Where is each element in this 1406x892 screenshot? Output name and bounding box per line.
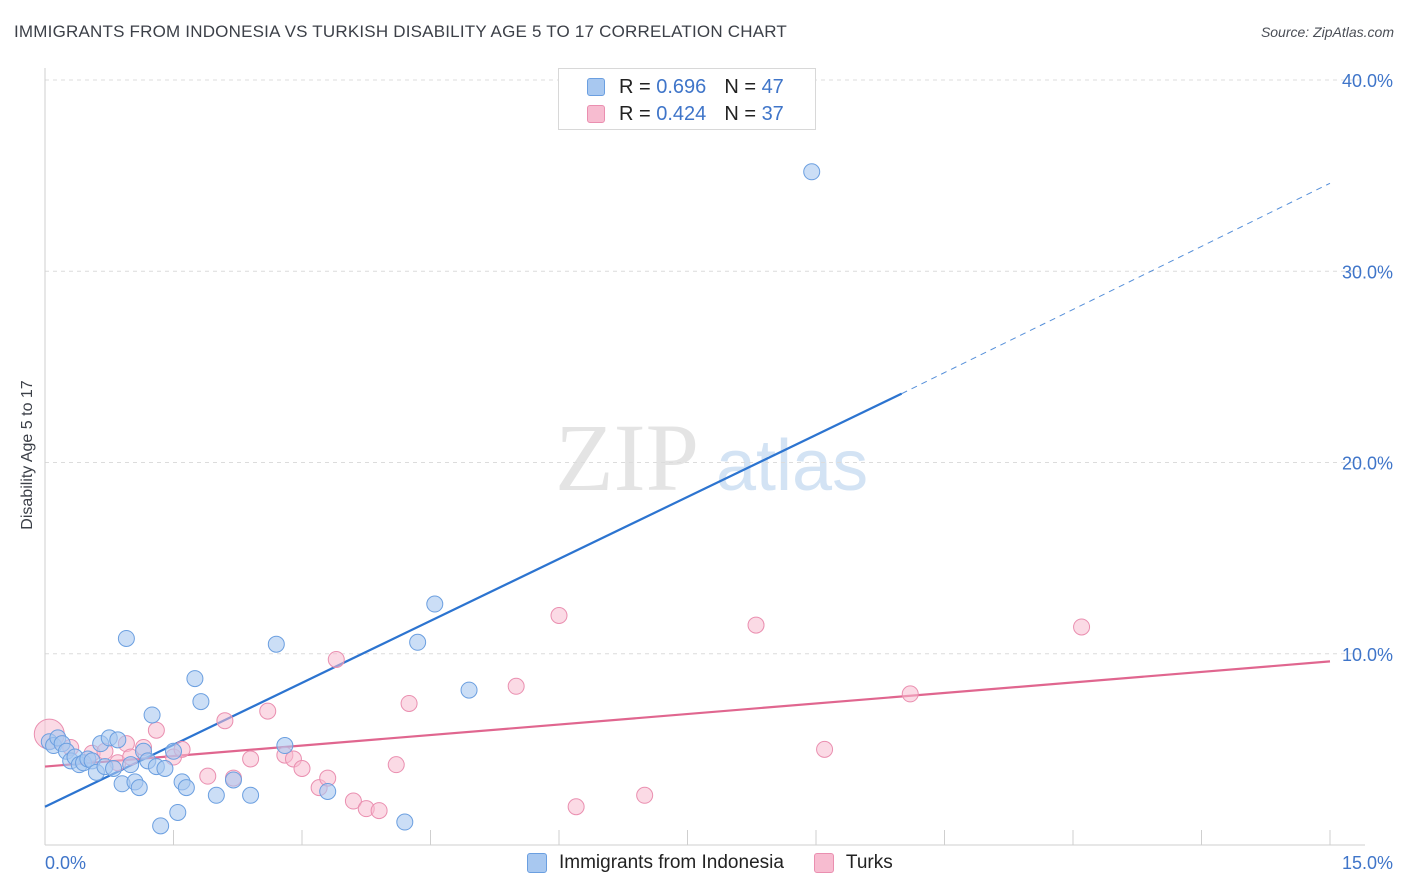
legend-r-label: R = (619, 102, 651, 125)
data-point-indonesia (192, 693, 210, 711)
legend-item-indonesia[interactable]: Immigrants from Indonesia (527, 852, 784, 874)
legend-swatch-turks (813, 853, 834, 873)
correlation-legend: R = 0.696 N = 47 R = 0.424 N = 37 (558, 68, 816, 130)
legend-r-label: R = (619, 75, 651, 98)
data-point-indonesia (396, 813, 414, 831)
data-point-turks (370, 802, 388, 820)
y-tick-label: 40.0% (1342, 71, 1393, 91)
data-point-indonesia (122, 756, 140, 774)
data-point-indonesia (409, 633, 427, 651)
watermark-zip: ZIP (555, 404, 699, 511)
data-point-turks (507, 677, 525, 695)
chart-title: IMMIGRANTS FROM INDONESIA VS TURKISH DIS… (14, 22, 788, 41)
data-point-indonesia (117, 629, 135, 647)
legend-n-value: 37 (761, 102, 784, 125)
trend-line-indonesia (44, 392, 903, 808)
data-point-turks (400, 694, 418, 712)
legend-r-value: 0.696 (656, 75, 707, 98)
data-point-turks (747, 616, 765, 634)
data-point-indonesia (207, 786, 225, 804)
legend-item-turks[interactable]: Turks (813, 852, 893, 874)
data-point-indonesia (169, 803, 187, 821)
y-tick-label: 20.0% (1342, 454, 1393, 474)
data-point-indonesia (319, 782, 337, 800)
data-point-turks (387, 756, 405, 774)
x-tick-label-max: 15.0% (1342, 853, 1393, 873)
legend-label-indonesia: Immigrants from Indonesia (559, 852, 784, 873)
data-point-turks (567, 798, 585, 816)
data-point-turks (1073, 618, 1091, 636)
legend-swatch-indonesia (527, 853, 547, 873)
data-point-indonesia (460, 681, 478, 699)
data-point-turks (344, 792, 362, 810)
data-point-turks (293, 760, 311, 777)
data-point-indonesia (803, 163, 821, 181)
legend-swatch-indonesia (587, 78, 605, 96)
trend-line-indonesia-projection (901, 182, 1331, 395)
trend-line-turks (44, 660, 1331, 768)
legend-label-turks: Turks (845, 852, 893, 873)
y-tick-label: 30.0% (1342, 262, 1393, 282)
legend-n-value: 47 (761, 75, 784, 98)
series-legend: Immigrants from Indonesia Turks (527, 852, 923, 874)
legend-row-indonesia: R = 0.696 N = 47 (587, 75, 784, 99)
data-point-indonesia (224, 771, 242, 789)
data-point-turks (816, 740, 834, 758)
data-point-turks (327, 650, 345, 668)
legend-n-label: N = (724, 75, 756, 98)
data-point-indonesia (109, 731, 127, 749)
data-point-turks (242, 750, 260, 768)
data-point-indonesia (143, 706, 161, 724)
data-point-turks (147, 721, 165, 739)
data-point-turks (550, 607, 568, 624)
axes (44, 68, 1365, 846)
data-point-turks (259, 702, 277, 720)
trend-lines (44, 182, 1331, 808)
data-point-turks (901, 685, 919, 703)
legend-swatch-turks (587, 105, 605, 123)
legend-row-turks: R = 0.424 N = 37 (587, 102, 784, 126)
data-point-indonesia (276, 737, 294, 755)
data-point-indonesia (130, 779, 148, 797)
data-point-indonesia (165, 742, 182, 760)
watermark: ZIP atlas (555, 404, 868, 511)
data-point-indonesia (152, 817, 170, 835)
y-tick-label: 10.0% (1342, 645, 1393, 665)
watermark-atlas: atlas (716, 426, 868, 506)
legend-r-value: 0.424 (656, 102, 707, 125)
series-indonesia-points (40, 163, 821, 835)
data-point-indonesia (177, 779, 195, 797)
source-credit: Source: ZipAtlas.com (1260, 24, 1394, 40)
data-point-indonesia (242, 786, 260, 804)
data-point-turks (636, 786, 654, 804)
data-point-indonesia (426, 595, 444, 613)
gridlines (45, 79, 1365, 655)
data-point-indonesia (156, 760, 174, 777)
legend-n-label: N = (724, 102, 756, 125)
data-point-turks (199, 767, 217, 785)
tick-labels: 10.0% 20.0% 30.0% 40.0% 0.0% 15.0% (45, 71, 1393, 873)
data-point-indonesia (105, 760, 123, 777)
data-point-indonesia (267, 635, 285, 653)
x-tick-label-min: 0.0% (45, 853, 86, 873)
data-point-turks (216, 712, 234, 730)
data-point-indonesia (186, 670, 204, 688)
